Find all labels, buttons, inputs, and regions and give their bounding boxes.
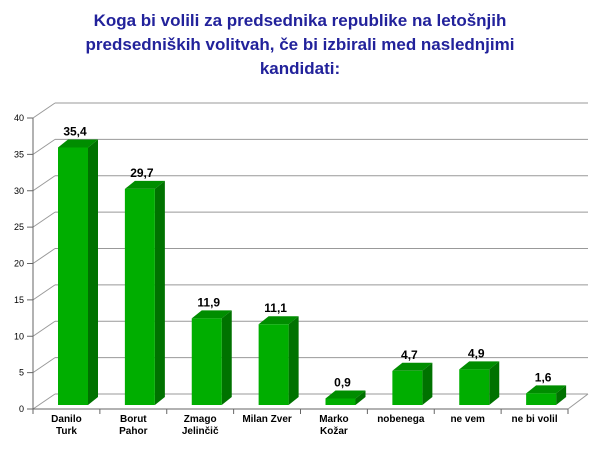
bar-value-label: 1,6 xyxy=(535,370,552,384)
bar-chart-3d: 0 5 10 15 20 25 30 35 40 35,4 29,7 11,9 11,1 0,9 4,7 4,… xyxy=(14,102,589,437)
gridline-depth-segment xyxy=(32,320,56,337)
bar-6: 4,7 xyxy=(392,348,433,405)
bar-front-face xyxy=(392,370,423,405)
bar-top-face xyxy=(124,180,165,189)
bar-value-label: 11,1 xyxy=(264,301,287,315)
chart-title-line-1: Koga bi volili za predsednika republike … xyxy=(93,11,507,30)
bar-value-label: 4,9 xyxy=(468,346,485,360)
y-axis-label: 15 xyxy=(14,295,24,305)
bar-front-face xyxy=(124,188,155,405)
bar-side-face xyxy=(221,310,232,405)
floor-right-edge xyxy=(567,393,589,410)
bar-front-face xyxy=(459,369,490,405)
y-axis-label: 40 xyxy=(14,113,24,123)
y-axis-label: 35 xyxy=(14,149,24,159)
gridline-depth-segment xyxy=(32,284,56,301)
bar-front-face xyxy=(58,147,88,405)
bar-front-face xyxy=(325,398,356,405)
gridline-depth-segment xyxy=(32,211,56,228)
category-label: ne bi volil xyxy=(512,414,558,425)
bar-side-face xyxy=(422,362,433,405)
bar-side-face xyxy=(556,385,567,405)
y-axis-label: 20 xyxy=(14,259,24,269)
bar-value-label: 0,9 xyxy=(334,375,351,389)
bar-front-face xyxy=(191,318,222,405)
category-label: ne vem xyxy=(450,414,485,425)
bar-side-face xyxy=(288,316,299,405)
bar-value-label: 4,7 xyxy=(401,348,418,362)
y-axis-label: 25 xyxy=(14,222,24,232)
bar-3: 11,9 xyxy=(191,295,232,405)
bar-2: 29,7 xyxy=(124,166,165,405)
gridline-depth-segment xyxy=(32,393,56,410)
gridline-depth-segment xyxy=(32,102,56,119)
bar-1: 35,4 xyxy=(58,124,98,405)
bar-side-face xyxy=(355,390,366,405)
bar-side-face xyxy=(88,139,98,405)
bar-5: 0,9 xyxy=(325,375,366,405)
bar-top-face xyxy=(258,316,299,325)
bar-top-face xyxy=(191,310,232,319)
category-label: Borut Pahor xyxy=(119,414,147,437)
bar-top-face xyxy=(459,361,500,370)
y-axis-label: 10 xyxy=(14,331,24,341)
category-label: nobenega xyxy=(377,414,425,425)
gridline-depth-segment xyxy=(32,138,56,155)
category-label: Zmago Jelinčič xyxy=(182,414,219,437)
category-label: Milan Zver xyxy=(242,414,292,425)
bar-4: 11,1 xyxy=(258,301,299,405)
y-axis-label: 0 xyxy=(19,404,24,414)
bar-top-face xyxy=(58,139,98,148)
bar-value-label: 35,4 xyxy=(63,124,87,138)
chart-title-line-2: predsedniških volitvah, če bi izbirali m… xyxy=(85,35,515,54)
bar-side-face xyxy=(154,180,165,405)
bar-value-label: 29,7 xyxy=(130,166,154,180)
y-axis-label: 5 xyxy=(19,368,24,378)
chart-title: Koga bi volili za predsednika republike … xyxy=(0,9,600,81)
bar-top-face xyxy=(526,385,567,394)
bar-top-face xyxy=(392,362,433,371)
category-label: Danilo Turk xyxy=(51,414,82,437)
gridline-depth-segment xyxy=(32,175,56,192)
gridline-depth-segment xyxy=(32,357,56,374)
bar-7: 4,9 xyxy=(459,346,500,405)
y-axis-label: 30 xyxy=(14,186,24,196)
bar-value-label: 11,9 xyxy=(197,295,220,309)
bar-top-face xyxy=(325,390,366,399)
bar-front-face xyxy=(526,393,557,405)
bar-side-face xyxy=(489,361,500,405)
bar-front-face xyxy=(258,324,289,405)
chart-title-line-3: kandidati: xyxy=(259,59,341,78)
category-label: Marko Kožar xyxy=(319,414,348,437)
bar-8: 1,6 xyxy=(526,370,567,405)
gridline-depth-segment xyxy=(32,248,56,264)
